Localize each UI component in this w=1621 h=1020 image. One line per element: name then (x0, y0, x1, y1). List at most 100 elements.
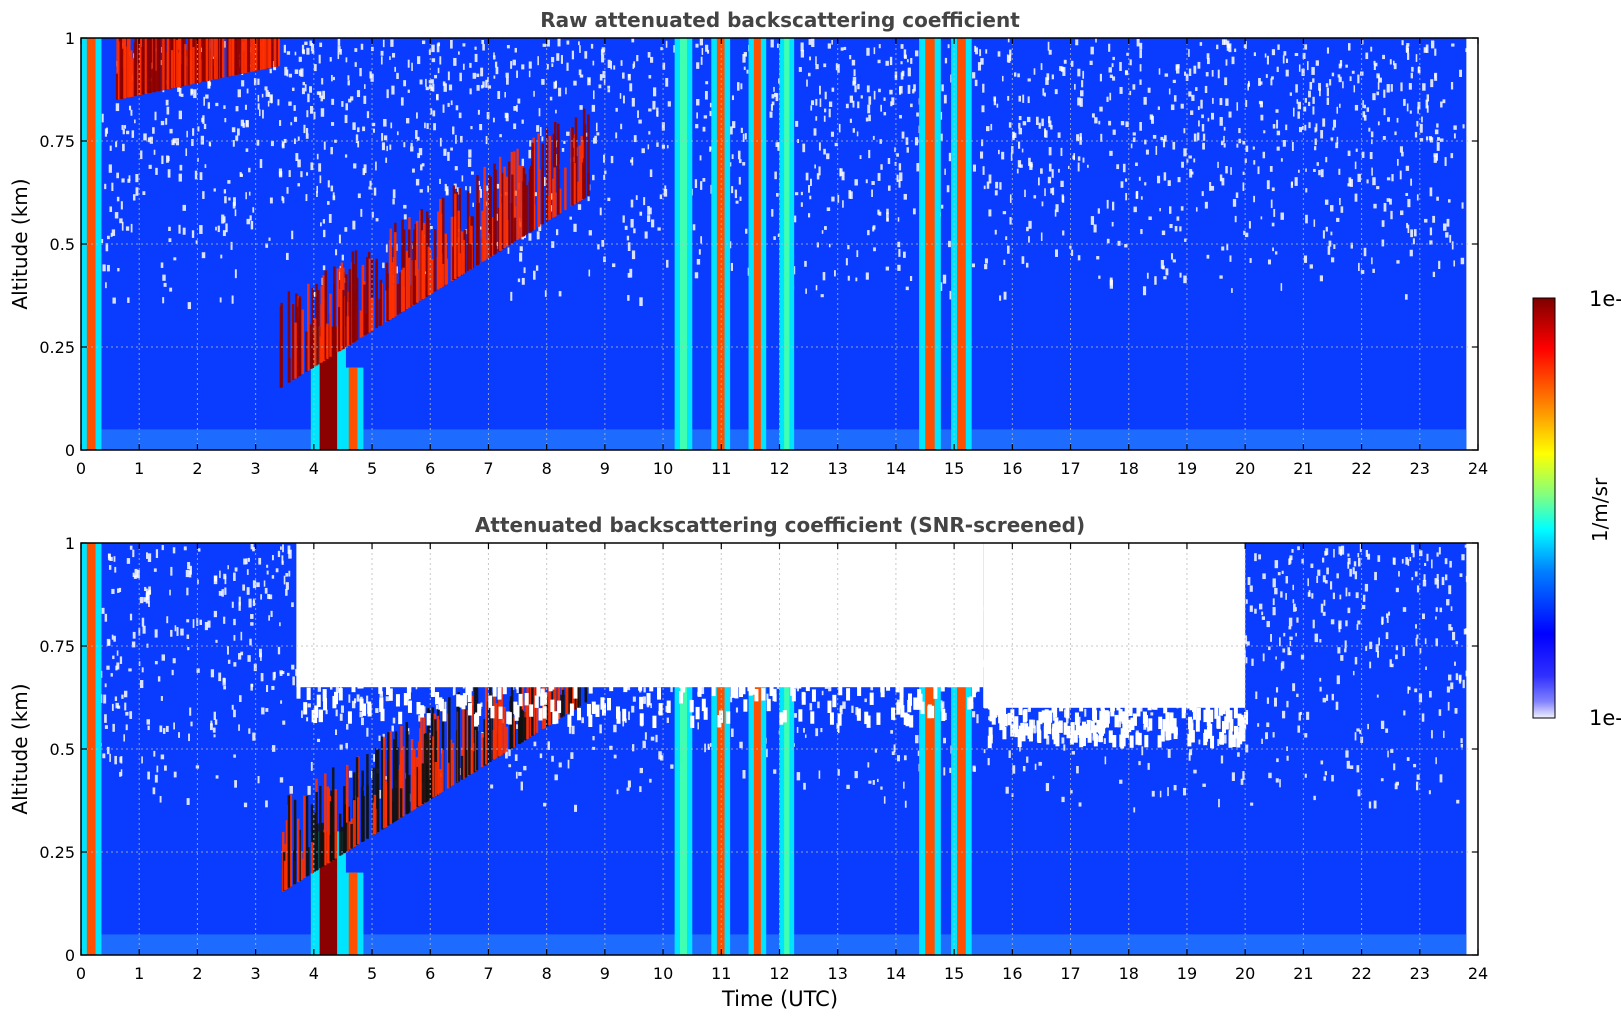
noise-speck (259, 159, 263, 169)
x-tick-label: 5 (367, 459, 377, 478)
noise-speck (1224, 39, 1228, 45)
noise-speck (253, 78, 257, 86)
noise-speck (1152, 134, 1157, 139)
noise-speck (246, 587, 250, 595)
noise-speck (392, 198, 395, 205)
noise-speck (385, 696, 390, 702)
noise-speck (302, 81, 306, 86)
noise-speck (1157, 175, 1161, 184)
noise-speck (1412, 238, 1415, 245)
cloud-streak (517, 711, 521, 744)
noise-speck (363, 164, 367, 174)
mask-speck (468, 678, 473, 692)
noise-speck (542, 43, 547, 47)
noise-speck (1276, 146, 1280, 151)
noise-speck (1340, 206, 1344, 213)
noise-speck (592, 736, 595, 741)
surface-layer (81, 934, 1467, 955)
noise-speck (1442, 99, 1446, 104)
noise-speck (899, 172, 903, 182)
noise-speck (1329, 205, 1334, 212)
mask-speck (838, 682, 843, 696)
noise-speck (624, 225, 628, 230)
cloud-streak (426, 708, 430, 801)
noise-speck (186, 587, 189, 596)
noise-speck (317, 684, 321, 692)
noise-speck (337, 51, 340, 60)
mask-speck (1135, 732, 1140, 745)
noise-speck (800, 202, 803, 207)
noise-speck (1225, 98, 1229, 106)
noise-speck (729, 126, 733, 135)
panel-title: Raw attenuated backscattering coefficien… (540, 8, 1020, 32)
noise-speck (865, 117, 869, 122)
cloud-streak (448, 697, 451, 788)
mask-speck (1204, 729, 1209, 742)
cloud-streak (208, 38, 211, 81)
x-tick-label: 8 (542, 459, 552, 478)
cloud-streak (315, 791, 318, 871)
noise-speck (1305, 188, 1308, 193)
noise-speck (1090, 216, 1095, 225)
noise-speck (1465, 670, 1468, 677)
noise-speck (289, 785, 293, 794)
mask-speck (1239, 714, 1244, 728)
noise-speck (240, 651, 244, 656)
noise-speck (1399, 170, 1402, 180)
x-tick-label: 2 (192, 459, 202, 478)
noise-speck (309, 40, 312, 46)
noise-speck (277, 99, 280, 106)
noise-speck (1357, 789, 1361, 797)
mask-speck (1073, 730, 1078, 743)
noise-speck (1047, 116, 1051, 124)
noise-speck (1204, 85, 1208, 94)
noise-speck (1280, 591, 1283, 598)
noise-speck (1168, 88, 1171, 95)
noise-speck (566, 131, 570, 136)
noise-speck (1226, 243, 1229, 251)
noise-speck (223, 105, 226, 109)
noise-speck (153, 149, 156, 155)
noise-speck (416, 136, 420, 141)
noise-speck (1288, 626, 1292, 630)
noise-speck (1377, 555, 1381, 562)
noise-speck (609, 745, 613, 750)
noise-speck (1404, 294, 1408, 300)
cloud-streak (400, 269, 404, 312)
mask-speck (1027, 726, 1032, 739)
noise-speck (286, 672, 290, 676)
noise-speck (831, 39, 833, 45)
noise-speck (1130, 143, 1133, 149)
noise-speck (984, 258, 988, 264)
noise-speck (210, 669, 215, 678)
noise-speck (160, 120, 165, 126)
noise-speck (1276, 66, 1279, 73)
noise-speck (1231, 772, 1235, 781)
noise-speck (1263, 130, 1266, 134)
noise-speck (701, 47, 704, 55)
noise-speck (1374, 62, 1378, 67)
noise-speck (700, 236, 703, 244)
noise-speck (250, 614, 254, 619)
cloud-streak (270, 38, 274, 68)
noise-speck (828, 685, 832, 692)
noise-speck (1084, 708, 1087, 717)
noise-speck (1007, 95, 1010, 101)
cloud-streak (287, 795, 291, 888)
noise-speck (250, 683, 254, 687)
noise-speck (980, 58, 984, 65)
noise-speck (477, 109, 480, 115)
noise-speck (136, 569, 140, 579)
noise-speck (215, 775, 219, 779)
noise-speck (504, 91, 506, 98)
noise-speck (1139, 121, 1142, 131)
noise-speck (1200, 99, 1203, 109)
noise-speck (430, 108, 433, 115)
noise-speck (1291, 548, 1294, 553)
cloud-streak (364, 313, 368, 335)
cloud-streak (434, 762, 438, 797)
noise-speck (802, 143, 806, 153)
noise-speck (147, 771, 150, 780)
noise-speck (1028, 236, 1030, 243)
noise-speck (1313, 219, 1316, 227)
